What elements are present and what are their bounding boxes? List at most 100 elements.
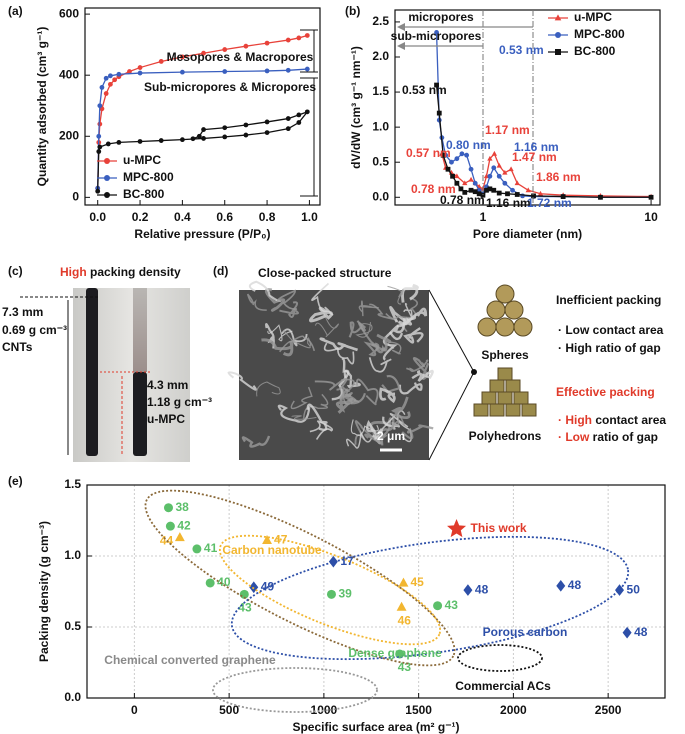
point (222, 134, 228, 140)
peak-label: 1.16 nm (486, 196, 531, 210)
group-label: Chemical converted graphene (104, 653, 276, 667)
point (243, 122, 249, 128)
point (179, 137, 185, 143)
umpc-label: u-MPC (147, 412, 185, 426)
legend-marker (554, 14, 562, 21)
sem-flake (306, 403, 328, 431)
region-label: micropores (408, 10, 474, 24)
point (296, 120, 302, 125)
panel-label: (b) (345, 4, 360, 18)
point (445, 166, 451, 172)
point (398, 577, 409, 587)
point (97, 103, 103, 109)
spheres-label: Spheres (481, 348, 529, 362)
panel-label: (c) (8, 264, 23, 278)
zoom-line (428, 289, 475, 373)
legend-marker (104, 175, 110, 181)
point (514, 180, 520, 186)
point (264, 130, 270, 136)
x-tick-label: 0.0 (89, 210, 106, 224)
point (450, 173, 455, 179)
point (179, 69, 185, 75)
point-label: 39 (338, 587, 352, 601)
point (440, 152, 446, 158)
x-tick-label: 0.6 (216, 210, 233, 224)
point (108, 81, 113, 87)
point (304, 66, 310, 72)
point (447, 519, 467, 538)
legend-marker (555, 49, 561, 55)
x-tick-label: 1 (480, 210, 487, 224)
point (95, 188, 101, 194)
highlight: Low (565, 430, 590, 444)
point (264, 119, 270, 125)
point-label: 48 (568, 578, 582, 592)
point (304, 109, 310, 115)
point (296, 35, 302, 41)
peak-label: 1.47 nm (512, 150, 557, 164)
cnt-column (86, 288, 98, 456)
sem-flake (391, 396, 411, 420)
point (491, 150, 498, 156)
sem-flake (373, 413, 409, 441)
point (97, 144, 103, 150)
point-label: 48 (634, 625, 648, 639)
sem-flake (246, 293, 267, 311)
point: · Low ratio of gap (558, 430, 658, 444)
point (127, 69, 132, 74)
cnt-label: CNTs (2, 340, 33, 354)
sem-flake (379, 387, 396, 404)
cnt-label: 7.3 mm (2, 305, 43, 319)
point (433, 601, 443, 611)
title-rest: packing density (90, 265, 181, 279)
y-tick-label: 1.5 (372, 84, 389, 98)
peak-label: 1.72 nm (527, 196, 572, 210)
x-tick-label: 1.0 (301, 210, 318, 224)
sem-flake (241, 435, 271, 448)
text: ratio of gap (589, 430, 658, 444)
text: contact area (592, 413, 666, 427)
sem-flake (396, 307, 428, 328)
point-label: 17 (340, 554, 354, 568)
point (137, 139, 143, 144)
point (174, 532, 185, 542)
point (508, 166, 514, 172)
sem-flake (401, 424, 434, 440)
point: · High contact area (558, 413, 666, 427)
point (464, 152, 470, 158)
legend-label: BC-800 (123, 187, 165, 201)
point (454, 180, 460, 186)
point (502, 180, 508, 186)
y-tick-label: 2.5 (372, 14, 389, 28)
point (514, 192, 520, 197)
point (285, 126, 291, 132)
umpc-label: 4.3 mm (147, 378, 188, 392)
sem-flake (335, 393, 354, 414)
point (165, 521, 175, 531)
point (285, 116, 291, 121)
legend-label: MPC-800 (574, 27, 625, 41)
sem-flake (282, 329, 312, 349)
point (510, 187, 515, 193)
polyhedrons-label: Polyhedrons (469, 429, 542, 443)
point (112, 77, 118, 83)
polyhedrons-icon (473, 367, 537, 417)
peak-label: 1.16 nm (514, 140, 559, 154)
sem-flake (314, 312, 340, 338)
y-axis-label: dV/dW (cm³ g⁻¹ nm⁻¹) (349, 46, 363, 169)
group-label: Porous carbon (483, 625, 568, 639)
x-tick-label: 1500 (405, 703, 432, 717)
title: Close-packed structure (258, 266, 392, 280)
scale-bar-label: 2 μm (377, 429, 405, 443)
panel-label: (a) (8, 4, 23, 18)
point (462, 189, 468, 195)
point (222, 47, 228, 52)
point (462, 180, 468, 186)
y-tick-label: 1.0 (64, 548, 81, 562)
sem-flake (261, 338, 294, 357)
title-highlight: High (60, 265, 87, 279)
point (560, 194, 566, 199)
sem-flake (314, 377, 348, 391)
point (491, 187, 497, 193)
y-tick-label: 1.5 (64, 477, 81, 491)
